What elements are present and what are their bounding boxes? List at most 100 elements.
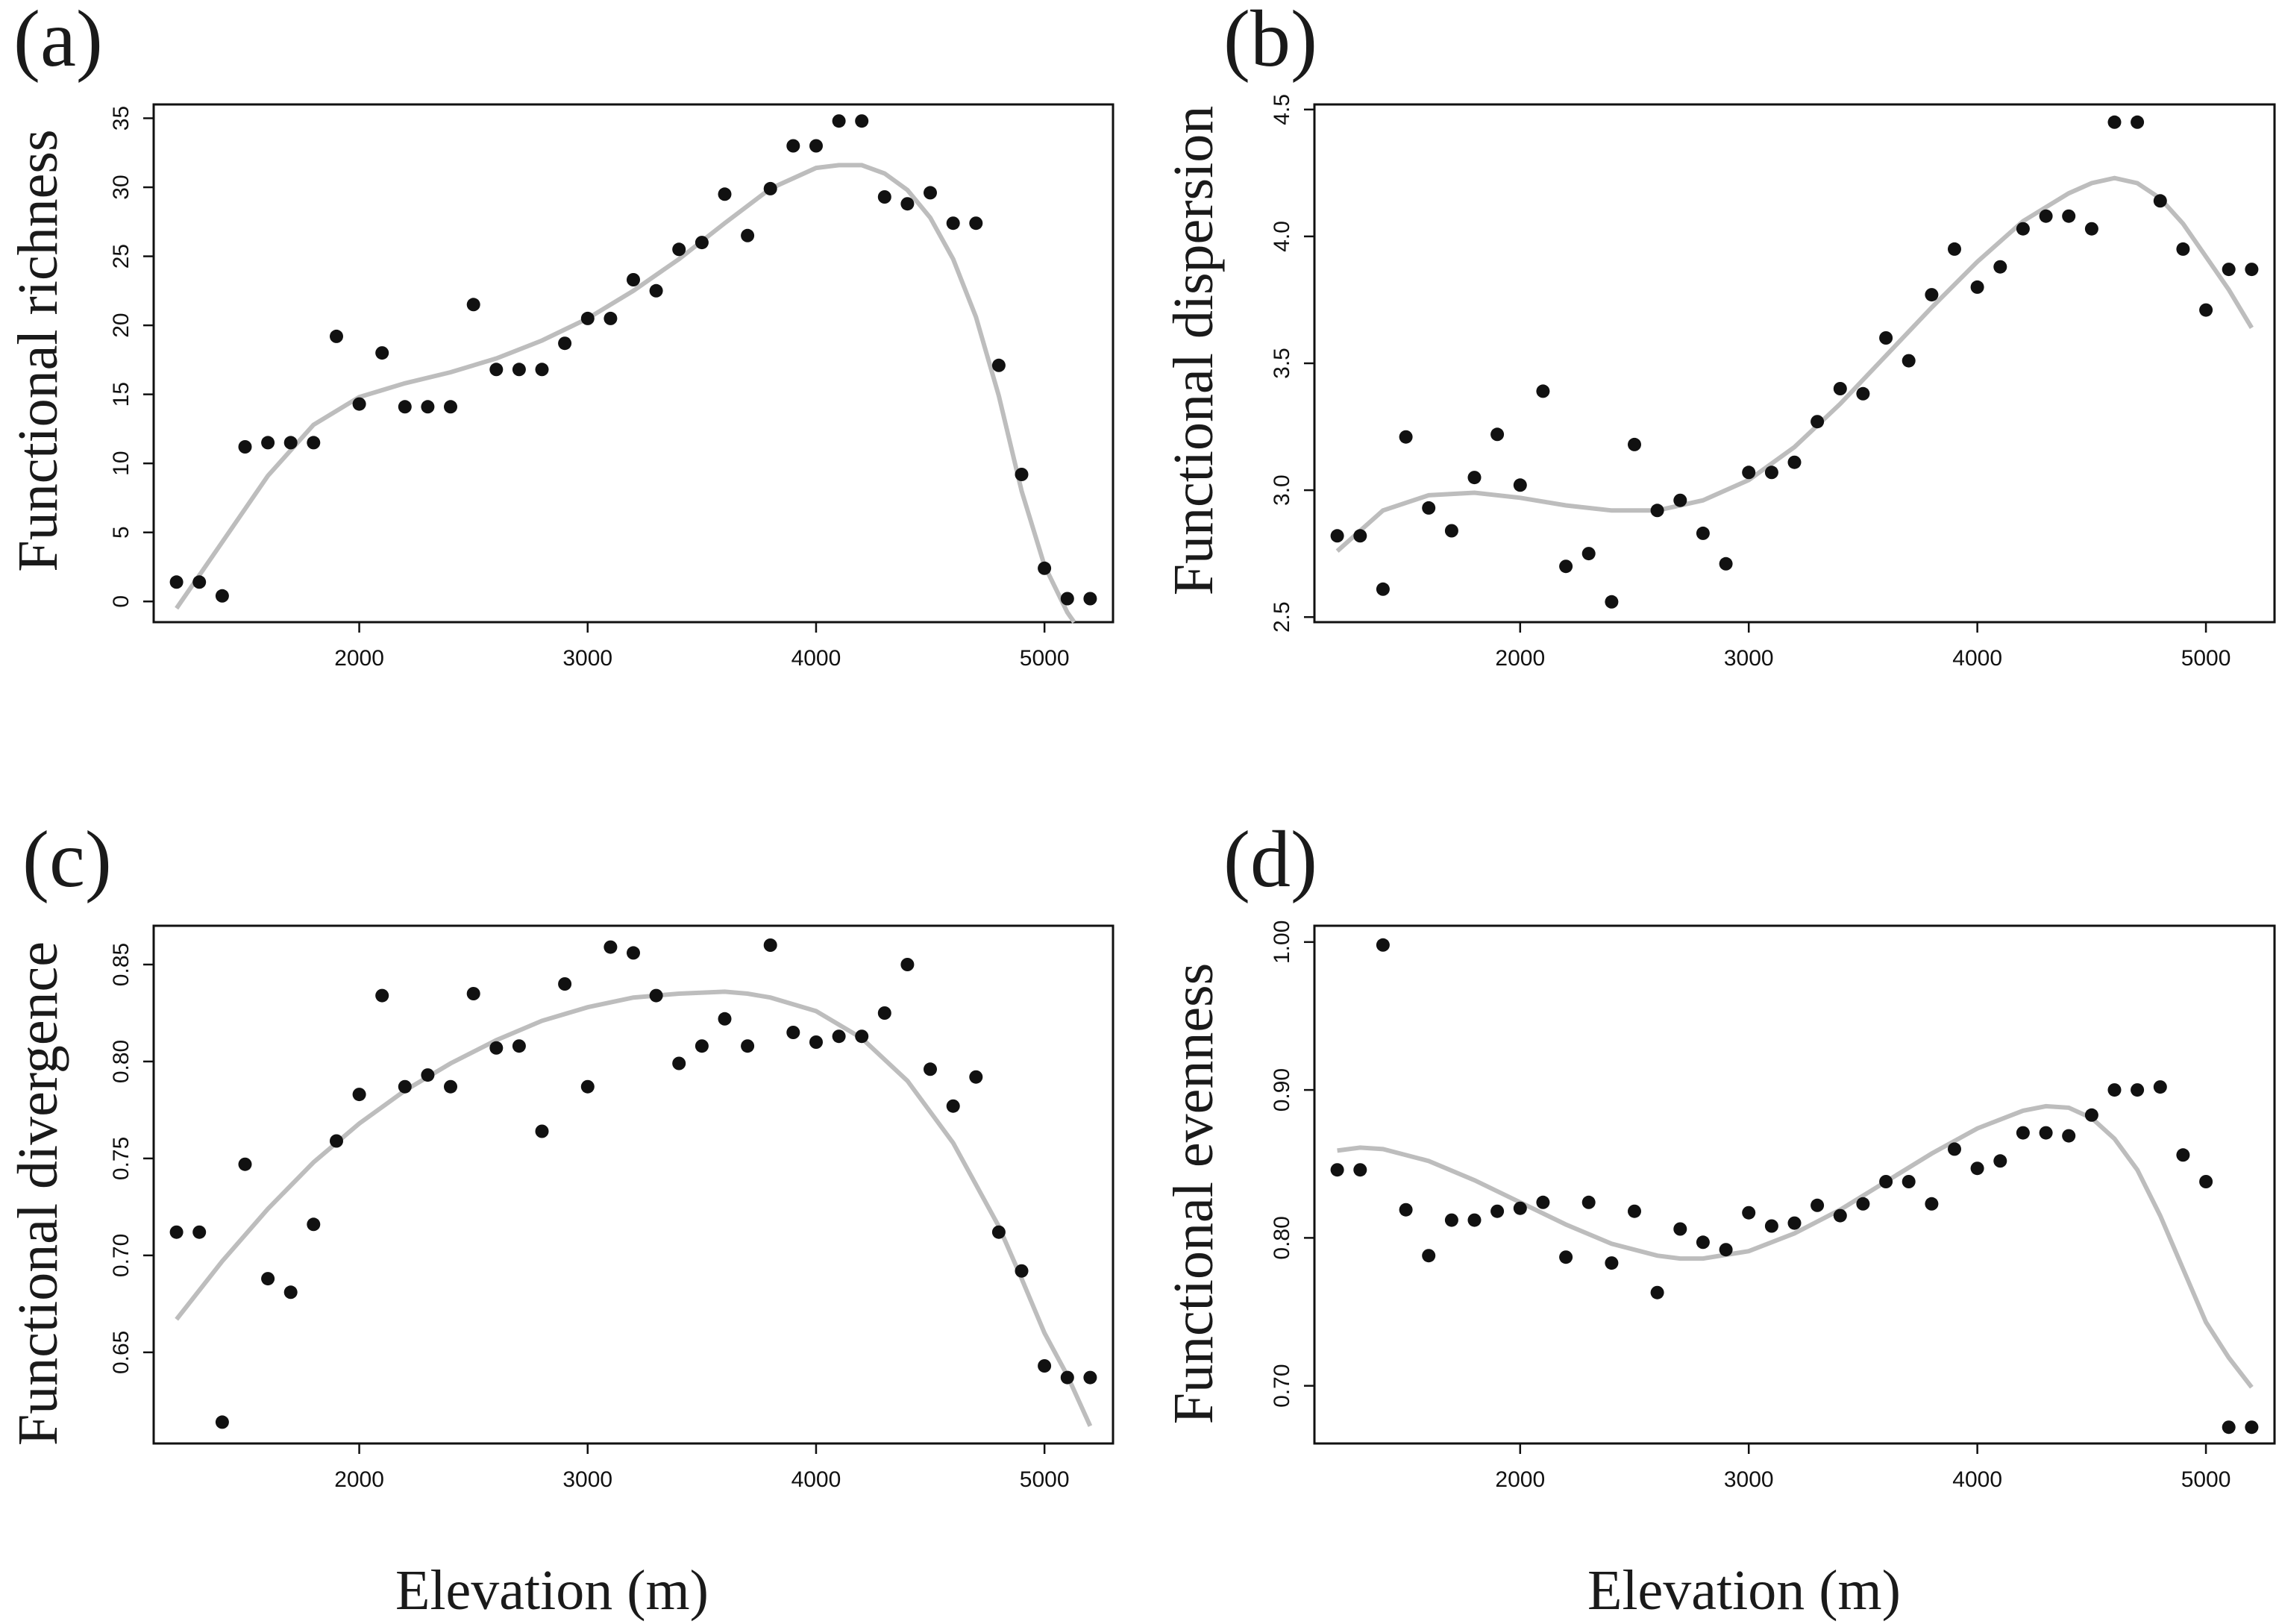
ytick-label-d-3: 1.00: [1270, 921, 1294, 964]
point-c-30: [855, 1029, 869, 1044]
ytick-label-a-3: 15: [109, 382, 134, 407]
point-b-25: [1902, 354, 1916, 368]
point-c-5: [283, 1285, 298, 1299]
point-b-20: [1787, 455, 1802, 469]
point-b-12: [1605, 595, 1619, 609]
xtick-label-d-0: 2000: [1495, 1467, 1545, 1492]
point-a-15: [512, 363, 526, 377]
fit-curve-a: [175, 163, 1076, 624]
point-c-37: [1015, 1264, 1029, 1278]
point-a-37: [1015, 468, 1029, 481]
point-c-24: [718, 1012, 732, 1026]
ytick-label-b-3: 4.0: [1270, 221, 1294, 252]
point-a-17: [558, 336, 572, 351]
point-c-11: [421, 1068, 435, 1082]
panel-label-a: (a): [13, 0, 103, 84]
xtick-label-d-3: 5000: [2181, 1467, 2231, 1492]
point-a-14: [489, 363, 504, 377]
xtick-label-d-1: 3000: [1724, 1467, 1774, 1492]
point-c-10: [398, 1079, 412, 1094]
panel-c: (c) Functional divergence 2000 3000 4000 50…: [7, 815, 1115, 1492]
point-c-33: [924, 1062, 937, 1076]
panel-label-b: (b): [1223, 0, 1317, 84]
xtick-label-c-0: 2000: [334, 1467, 384, 1492]
point-b-38: [2199, 303, 2213, 317]
point-c-34: [946, 1099, 960, 1113]
point-d-37: [2176, 1148, 2190, 1162]
point-c-15: [512, 1039, 526, 1053]
point-c-3: [238, 1157, 252, 1171]
ytick-label-c-1: 0.70: [109, 1234, 134, 1277]
point-a-19: [604, 311, 618, 325]
point-a-0: [169, 575, 184, 589]
point-c-12: [444, 1079, 457, 1094]
point-d-31: [2039, 1126, 2053, 1140]
point-d-26: [1925, 1197, 1939, 1211]
point-a-16: [535, 363, 549, 377]
point-c-35: [969, 1070, 983, 1084]
point-b-31: [2039, 209, 2053, 223]
point-b-35: [2131, 115, 2145, 129]
fit-line-b: [1335, 175, 2254, 553]
point-b-23: [1856, 386, 1870, 401]
point-c-31: [877, 1006, 891, 1020]
point-d-17: [1719, 1243, 1733, 1257]
point-c-16: [535, 1124, 549, 1138]
point-b-6: [1467, 471, 1482, 485]
point-c-29: [832, 1029, 846, 1044]
point-a-31: [877, 190, 891, 204]
fit-curve-d: [1337, 1103, 2254, 1389]
axes-b: 2000 3000 4000 5000 2.5 3.0 3.5 4.0 4.5: [1270, 94, 2230, 671]
point-d-8: [1513, 1201, 1527, 1215]
point-a-12: [444, 400, 457, 414]
point-b-15: [1673, 493, 1687, 507]
point-a-9: [375, 346, 389, 360]
xtick-label-b-3: 5000: [2181, 646, 2231, 671]
ytick-label-c-0: 0.65: [109, 1331, 134, 1374]
point-d-0: [1330, 1163, 1344, 1177]
point-b-18: [1742, 465, 1756, 480]
xtick-label-c-2: 4000: [791, 1467, 841, 1492]
point-d-28: [1970, 1161, 1984, 1176]
point-c-39: [1060, 1370, 1074, 1385]
point-b-3: [1399, 430, 1413, 444]
xtick-label-c-1: 3000: [562, 1467, 612, 1492]
xtick-label-a-2: 4000: [791, 646, 841, 671]
xtick-label-b-1: 3000: [1724, 646, 1774, 671]
panel-b: (b) Functional dispersion 2000 3000 4000 50…: [1162, 0, 2276, 671]
points-c: [169, 938, 1097, 1429]
point-d-19: [1764, 1219, 1778, 1233]
point-c-23: [695, 1039, 709, 1053]
point-b-7: [1490, 427, 1505, 442]
ytick-label-d-1: 0.80: [1270, 1216, 1294, 1259]
point-b-8: [1513, 478, 1527, 492]
ytick-label-b-1: 3.0: [1270, 474, 1294, 506]
point-d-5: [1444, 1213, 1458, 1227]
point-a-1: [192, 575, 207, 589]
point-c-13: [466, 987, 480, 1000]
ytick-label-a-0: 0: [109, 595, 134, 608]
ylabel-a: Functional richness: [7, 129, 69, 571]
fit-line-a: [175, 163, 1076, 624]
point-b-14: [1650, 504, 1664, 518]
xtick-label-b-0: 2000: [1495, 646, 1545, 671]
point-d-24: [1879, 1175, 1893, 1188]
point-d-29: [1993, 1154, 2007, 1168]
point-d-38: [2199, 1175, 2213, 1188]
point-d-40: [2245, 1420, 2259, 1435]
fit-curve-c: [175, 989, 1093, 1427]
point-c-1: [192, 1225, 207, 1239]
plot-frame-d: [1313, 924, 2276, 1445]
plot-frame-c: [152, 924, 1115, 1445]
point-a-5: [283, 436, 298, 450]
fit-line-c: [175, 989, 1093, 1427]
point-c-18: [580, 1079, 595, 1094]
point-a-24: [718, 187, 732, 201]
fit-curve-b: [1335, 175, 2254, 553]
point-a-36: [991, 358, 1006, 372]
point-a-7: [330, 329, 343, 343]
point-d-30: [2016, 1126, 2030, 1140]
point-d-35: [2131, 1083, 2145, 1097]
point-d-14: [1650, 1285, 1664, 1299]
point-c-32: [900, 958, 915, 971]
